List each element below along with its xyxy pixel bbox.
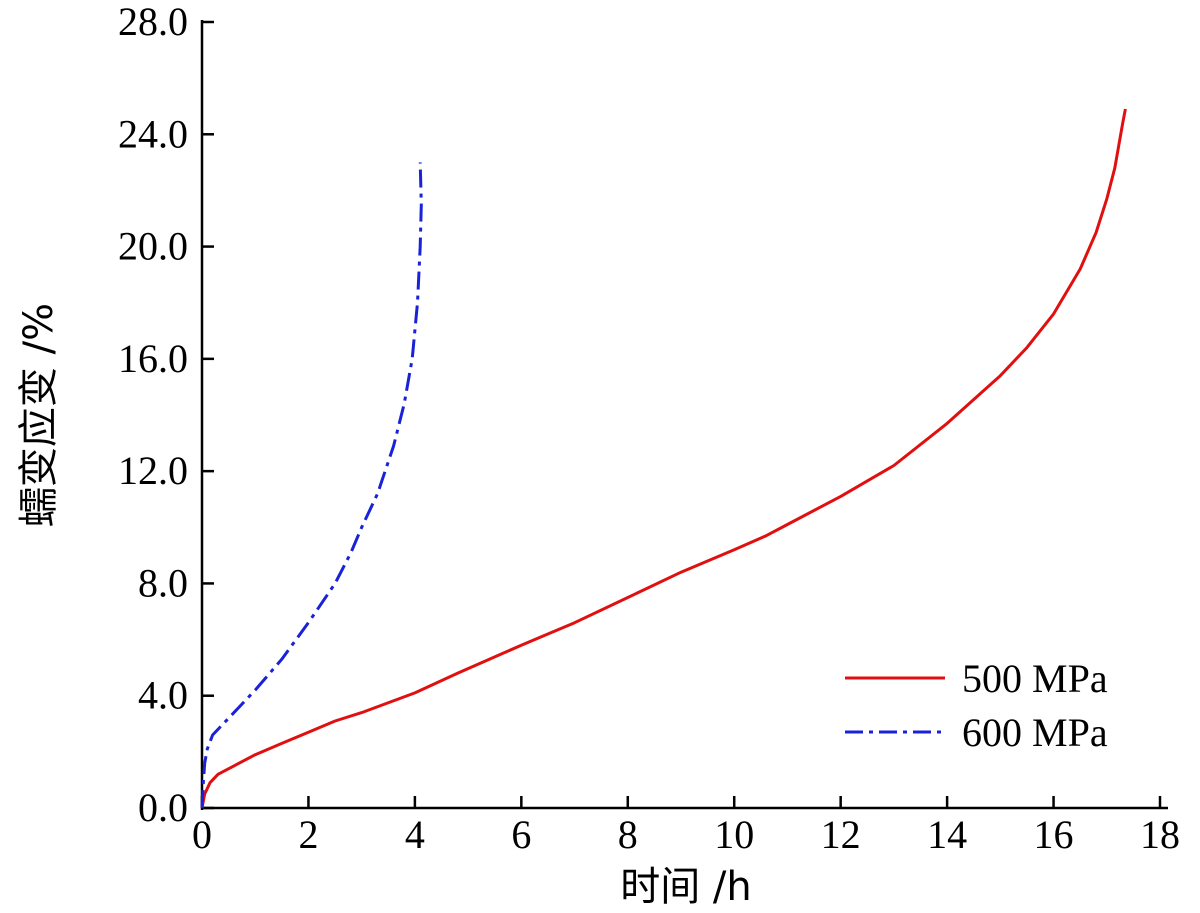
y-tick-label: 24.0 [118, 111, 188, 156]
legend-label-600mpa: 600 MPa [962, 710, 1108, 755]
series-line-600-mpa [200, 162, 423, 809]
x-tick-label: 14 [927, 812, 967, 857]
y-tick-label: 8.0 [138, 560, 188, 605]
legend: 500 MPa 600 MPa [845, 656, 1108, 755]
series-layer [200, 108, 1127, 809]
y-tick-label: 0.0 [138, 785, 188, 830]
plot-area [200, 20, 1168, 810]
y-axis-title: 蠕变应变 /% [16, 303, 62, 527]
x-axis-title: 时间 /h [620, 864, 752, 910]
y-ticks: 0.0 4.0 8.0 12.0 16.0 20.0 24.0 28.0 [118, 0, 214, 830]
x-tick-label: 18 [1140, 812, 1180, 857]
y-tick-label: 16.0 [118, 336, 188, 381]
y-tick-label: 28.0 [118, 0, 188, 44]
x-tick-label: 12 [821, 812, 861, 857]
x-tick-label: 0 [192, 812, 212, 857]
y-tick-label: 4.0 [138, 673, 188, 718]
x-tick-label: 2 [298, 812, 318, 857]
y-tick-label: 20.0 [118, 224, 188, 269]
x-tick-label: 4 [405, 812, 425, 857]
x-tick-label: 16 [1034, 812, 1074, 857]
x-tick-label: 10 [714, 812, 754, 857]
series-line-500-mpa [200, 108, 1127, 809]
y-tick-label: 12.0 [118, 448, 188, 493]
x-ticks: 0 2 4 6 8 10 12 14 16 18 [192, 796, 1180, 857]
x-tick-label: 8 [618, 812, 638, 857]
x-tick-label: 6 [511, 812, 531, 857]
legend-label-500mpa: 500 MPa [962, 656, 1108, 701]
